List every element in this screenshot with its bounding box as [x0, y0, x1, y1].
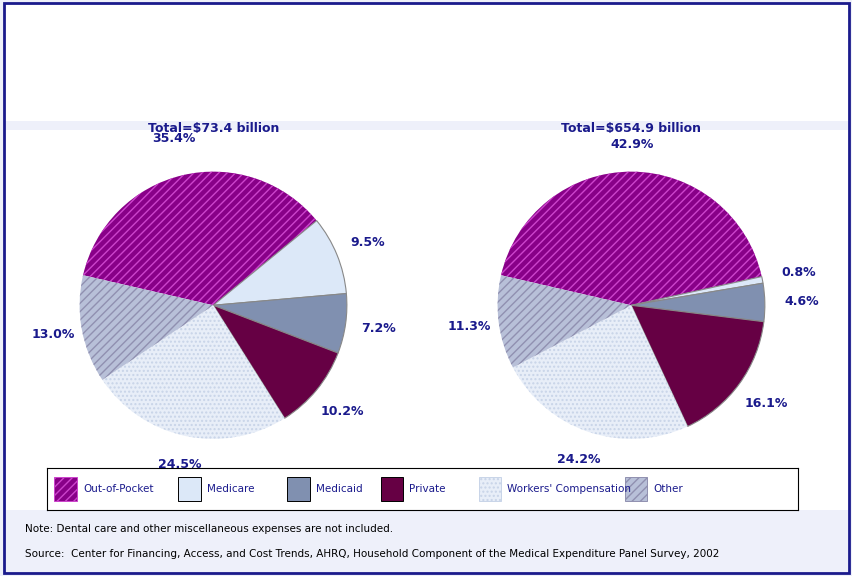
Text: Private: Private	[409, 484, 446, 494]
Text: Injury-related conditions: Injury-related conditions	[116, 95, 310, 109]
Wedge shape	[630, 305, 763, 426]
Text: 24.2%: 24.2%	[556, 453, 600, 466]
Text: Figure 3.  Distribution of health care expenditures,: Figure 3. Distribution of health care ex…	[189, 28, 791, 48]
Text: Medicare: Medicare	[206, 484, 254, 494]
Text: 🦅: 🦅	[31, 50, 43, 69]
Text: Other conditions: Other conditions	[565, 95, 696, 109]
Text: 11.3%: 11.3%	[447, 320, 491, 333]
Text: Advancing: Advancing	[87, 61, 124, 67]
Wedge shape	[213, 294, 347, 353]
Text: Other: Other	[653, 484, 682, 494]
Text: Total=$654.9 billion: Total=$654.9 billion	[561, 122, 700, 135]
Bar	[7, 12, 66, 109]
Text: Out-of-Pocket: Out-of-Pocket	[83, 484, 153, 494]
Bar	[625, 477, 647, 501]
Text: 13.0%: 13.0%	[32, 328, 74, 342]
Text: 16.1%: 16.1%	[744, 397, 787, 410]
Bar	[478, 477, 500, 501]
Wedge shape	[102, 305, 285, 439]
Text: 7.2%: 7.2%	[361, 322, 395, 335]
Text: Source:  Center for Financing, Access, and Cost Trends, AHRQ, Household Componen: Source: Center for Financing, Access, an…	[26, 549, 719, 559]
Bar	[55, 477, 77, 501]
Wedge shape	[500, 172, 761, 305]
Bar	[178, 477, 200, 501]
Text: by source of payment, 2002: by source of payment, 2002	[325, 78, 654, 98]
Bar	[69, 12, 142, 109]
Wedge shape	[83, 172, 316, 305]
Text: AHRQ: AHRQ	[85, 29, 125, 43]
Wedge shape	[512, 305, 687, 439]
Wedge shape	[213, 305, 337, 418]
Text: 9.5%: 9.5%	[350, 236, 385, 249]
Wedge shape	[213, 221, 346, 305]
Text: 10.2%: 10.2%	[320, 405, 364, 418]
Text: Medicaid: Medicaid	[315, 484, 362, 494]
Bar	[381, 477, 403, 501]
Text: Health Care: Health Care	[85, 90, 126, 96]
Text: Note: Dental care and other miscellaneous expenses are not included.: Note: Dental care and other miscellaneou…	[26, 524, 393, 534]
Wedge shape	[630, 283, 764, 321]
Text: 42.9%: 42.9%	[610, 138, 653, 151]
Wedge shape	[630, 276, 763, 305]
Text: Workers' Compensation: Workers' Compensation	[506, 484, 630, 494]
Wedge shape	[497, 275, 630, 367]
Text: Excellence in: Excellence in	[83, 75, 129, 81]
Wedge shape	[79, 275, 213, 380]
Text: 0.8%: 0.8%	[781, 266, 815, 279]
Bar	[287, 477, 309, 501]
Text: 35.4%: 35.4%	[153, 132, 196, 145]
Text: Total=$73.4 billion: Total=$73.4 billion	[147, 122, 279, 135]
Text: 24.5%: 24.5%	[158, 458, 201, 471]
Text: 4.6%: 4.6%	[784, 295, 819, 308]
